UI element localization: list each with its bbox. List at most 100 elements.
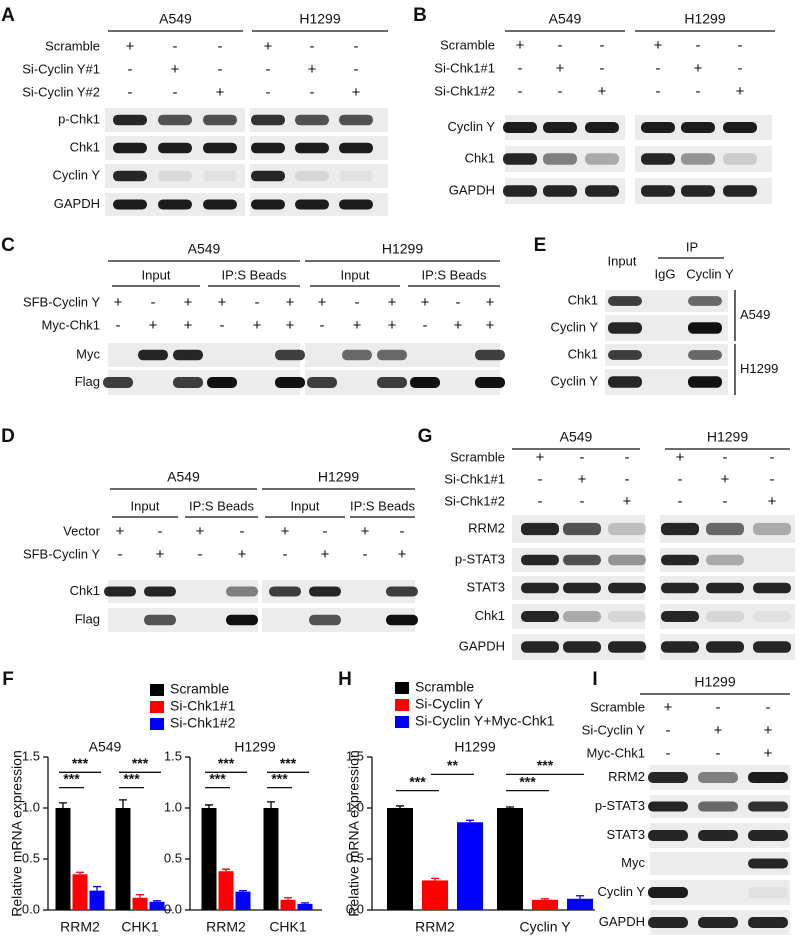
sign: - [518, 60, 523, 77]
sign: + [486, 294, 495, 311]
band [158, 170, 192, 182]
band [138, 349, 168, 361]
band [563, 582, 601, 594]
lane-header: IgG [655, 266, 676, 281]
sign: - [678, 493, 683, 510]
band [706, 611, 744, 622]
band [275, 349, 305, 361]
blot-label: GAPDH [449, 182, 495, 197]
sign: - [283, 546, 288, 563]
sign: - [666, 722, 671, 739]
error-bar [222, 868, 230, 872]
group-header: A549 [159, 11, 192, 27]
bar [201, 808, 217, 910]
band [475, 377, 505, 388]
error-bar [136, 894, 144, 898]
band [543, 153, 577, 165]
group-header: H1299 [382, 241, 423, 257]
sign: + [264, 38, 273, 55]
sign: + [353, 317, 362, 334]
sign: - [600, 37, 605, 54]
blot [108, 580, 258, 603]
sign: + [116, 523, 125, 540]
blot-label: Chk1 [465, 150, 495, 165]
sign: - [128, 84, 133, 101]
band [339, 142, 373, 154]
legend-swatch [395, 699, 409, 711]
blot-label: STAT3 [606, 827, 645, 842]
band [295, 199, 329, 210]
band [706, 582, 744, 594]
band [661, 554, 699, 566]
legend-swatch [395, 716, 409, 728]
group-header: H1299 [694, 674, 735, 690]
sign: + [388, 294, 397, 311]
sign: - [116, 317, 121, 334]
sign: + [736, 83, 745, 100]
band [608, 522, 646, 536]
sign: - [354, 38, 359, 55]
blot-label: Chk1 [568, 346, 598, 361]
sign: - [266, 84, 271, 101]
bar [218, 871, 234, 910]
band [661, 641, 699, 653]
x-tick-label: CHK1 [121, 919, 159, 935]
sign: - [656, 60, 661, 77]
sign: - [518, 83, 523, 100]
error-bar [506, 806, 514, 808]
sign: - [580, 449, 585, 466]
input-header: Input [608, 253, 637, 268]
error-bar [153, 900, 161, 902]
error-bar [576, 895, 584, 899]
ip-header: IP [686, 239, 698, 254]
sign: + [454, 317, 463, 334]
band [309, 586, 341, 597]
group-header: H1299 [707, 429, 748, 445]
significance-label: *** [218, 755, 235, 771]
band [521, 554, 559, 566]
band [648, 772, 688, 783]
band [563, 522, 601, 536]
band [748, 858, 788, 869]
panel-letter: F [2, 669, 14, 690]
band [475, 349, 505, 361]
sign: - [266, 61, 271, 78]
band [608, 296, 642, 306]
band [641, 185, 675, 197]
blot-label: GAPDH [54, 196, 100, 211]
sign: - [320, 317, 325, 334]
y-tick-label: 0.0 [22, 901, 40, 916]
band [608, 376, 642, 388]
condition-label: Si-Chk1#2 [434, 83, 495, 98]
condition-label: Scramble [440, 37, 495, 52]
sign: + [156, 546, 165, 563]
sign: - [218, 61, 223, 78]
band [113, 142, 147, 154]
band [648, 887, 688, 898]
condition-label: Si-Cyclin Y#2 [22, 84, 100, 99]
error-bar [396, 805, 404, 808]
blot-label: Cyclin Y [598, 884, 646, 899]
band [698, 917, 738, 928]
band [661, 582, 699, 594]
sign: + [253, 317, 262, 334]
band [661, 522, 699, 536]
x-tick-label: CHK1 [269, 919, 307, 935]
sign: + [398, 546, 407, 563]
blot [108, 370, 300, 395]
x-tick-label: Cyclin Y [519, 919, 571, 935]
sign: - [625, 449, 630, 466]
sign: + [654, 37, 663, 54]
x-tick-label: RRM2 [206, 919, 246, 935]
bar [115, 808, 131, 910]
bar [567, 898, 593, 910]
band [648, 830, 688, 841]
sign: + [149, 317, 158, 334]
y-tick-label: 1.0 [346, 799, 364, 814]
x-tick-label: RRM2 [60, 919, 100, 935]
sign: - [355, 294, 360, 311]
y-tick-label: 1.0 [164, 799, 182, 814]
blot-label: STAT3 [466, 579, 505, 594]
group-header: A549 [549, 11, 582, 27]
